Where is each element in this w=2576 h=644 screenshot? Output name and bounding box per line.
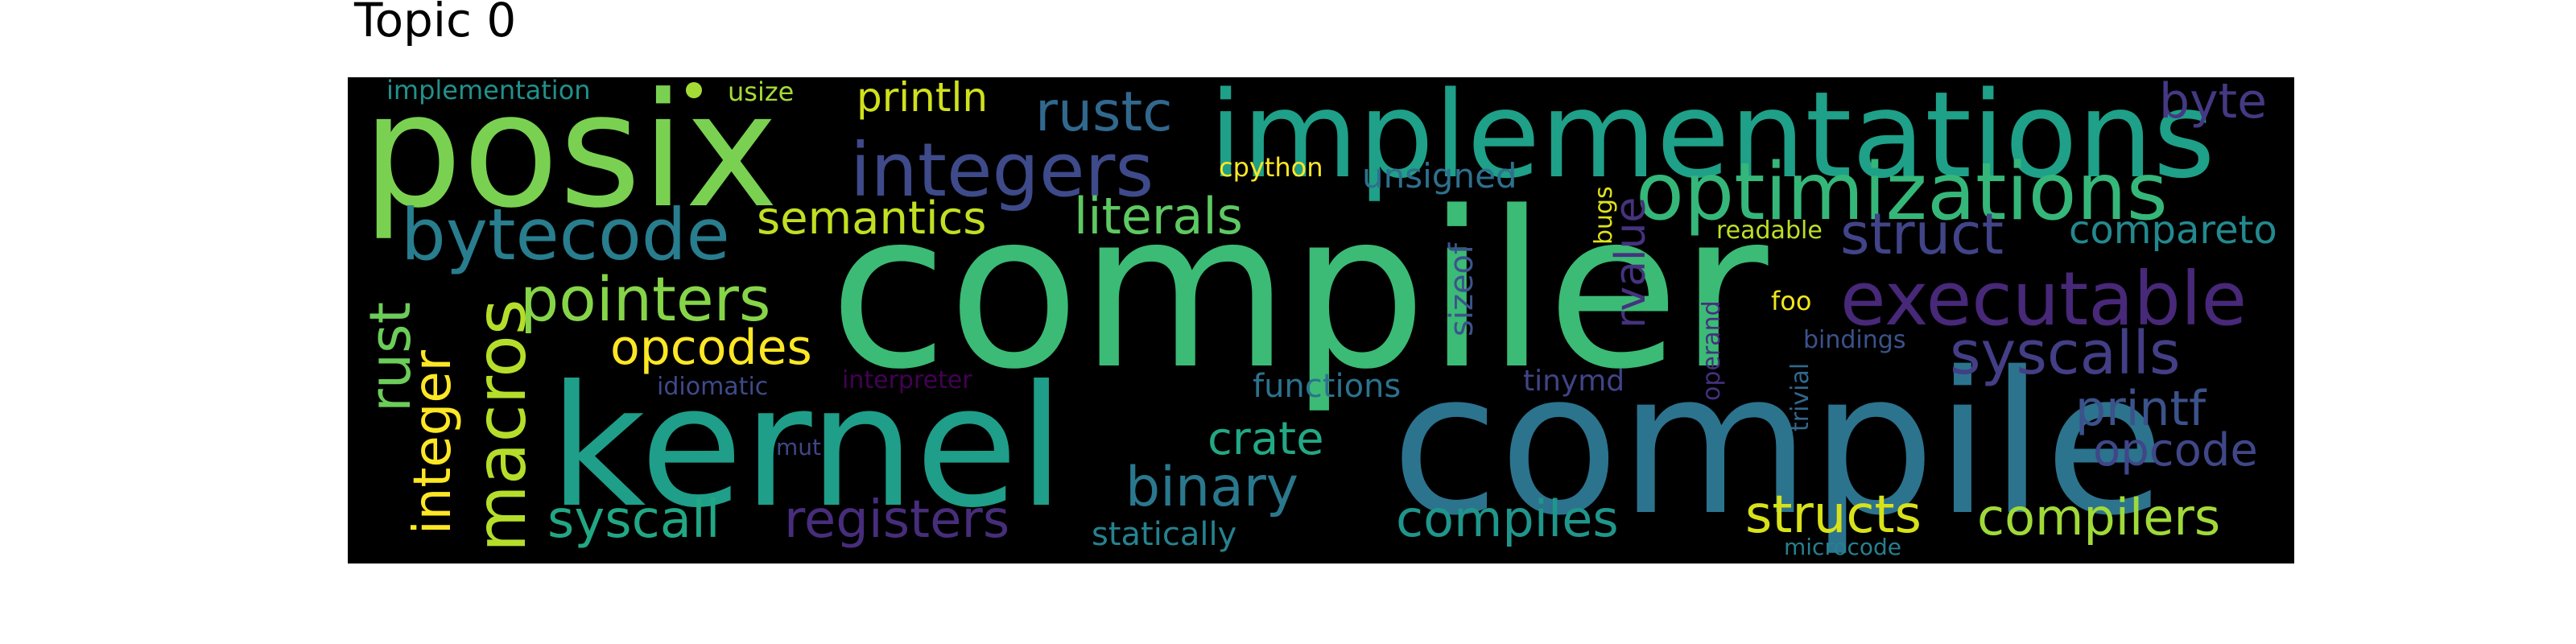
word-macros: macros xyxy=(461,299,542,552)
word-readable: readable xyxy=(1716,217,1823,245)
word-compilers: compilers xyxy=(1977,488,2221,547)
word-usize: usize xyxy=(728,77,795,107)
word-cloud: compiler compile kernel posix implementation… xyxy=(348,77,2294,564)
word-integers: integers xyxy=(850,127,1154,213)
word-structs: structs xyxy=(1745,485,1922,545)
word-unsigned: unsigned xyxy=(1362,156,1517,196)
word-literals: literals xyxy=(1074,187,1243,246)
word-semantics: semantics xyxy=(757,192,987,245)
word-cpython: cpython xyxy=(1219,152,1323,183)
word-opcodes: opcodes xyxy=(610,320,812,376)
word-implementations: implementations xyxy=(1209,77,2215,204)
word-println: println xyxy=(857,77,989,121)
word-implementation: implementation xyxy=(386,77,591,105)
word-tinymd: tinymd xyxy=(1523,365,1625,398)
word-pointers: pointers xyxy=(520,263,771,335)
word-binary: binary xyxy=(1125,456,1299,519)
word-crate: crate xyxy=(1208,413,1324,465)
word-printf: printf xyxy=(2075,381,2207,437)
word-executable: executable xyxy=(1840,256,2248,342)
word-bindings: bindings xyxy=(1803,326,1906,354)
word-interpreter: interpreter xyxy=(842,366,972,394)
word-bugs: bugs xyxy=(1590,186,1618,245)
word-foo: foo xyxy=(1771,286,1812,316)
word-trivial: trivial xyxy=(1786,362,1814,431)
word-compiler: compiler xyxy=(829,166,1769,417)
word-syscalls: syscalls xyxy=(1950,319,2181,388)
word-registers: registers xyxy=(784,490,1010,550)
word-compiles: compiles xyxy=(1396,489,1619,548)
word-optimizations: optimizations xyxy=(1636,147,2168,238)
word-kernel: kernel xyxy=(549,350,1065,545)
word-posix: posix xyxy=(362,77,778,243)
word-mut: mut xyxy=(776,434,821,460)
word-byte: byte xyxy=(2159,77,2268,130)
word-rust: rust xyxy=(357,301,423,412)
word-microcode: microcode xyxy=(1784,534,1902,560)
word-syscall: syscall xyxy=(547,490,720,550)
word-bytecode: bytecode xyxy=(401,193,730,276)
word-rustc: rustc xyxy=(1035,80,1173,144)
word-functions: functions xyxy=(1253,368,1402,405)
word-operand: operand xyxy=(1698,300,1726,401)
figure-title: Topic 0 xyxy=(354,0,517,47)
word-struct: struct xyxy=(1840,201,2004,267)
word-opcode: opcode xyxy=(2093,424,2258,477)
word-compareto: compareto xyxy=(2069,208,2277,253)
dot-mark xyxy=(686,82,702,98)
word-compile: compile xyxy=(1391,330,2165,559)
word-idiomatic: idiomatic xyxy=(657,373,769,401)
word-sizeof: sizeof xyxy=(1443,242,1480,336)
word-statically: statically xyxy=(1092,516,1237,553)
